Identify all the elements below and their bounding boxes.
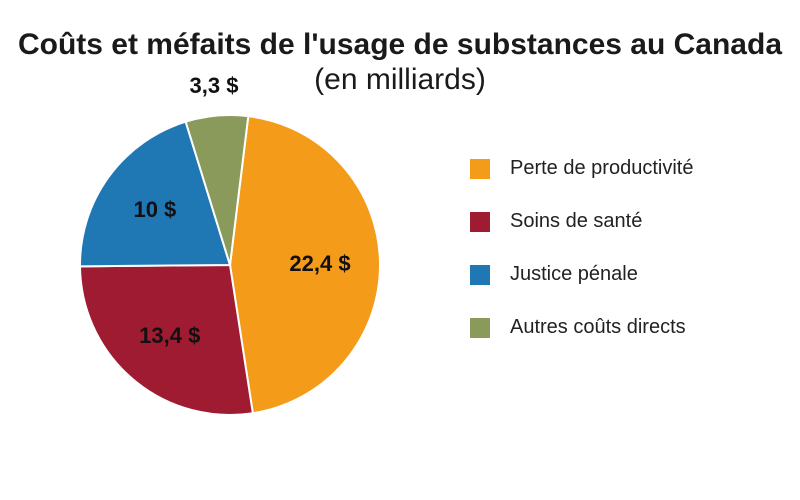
legend-label-justice: Justice pénale: [510, 263, 638, 286]
pie-chart: 22,4 $ 13,4 $ 10 $ 3,3 $: [80, 115, 380, 415]
slice-label-health: 13,4 $: [139, 323, 200, 349]
legend-item-justice: Justice pénale: [470, 263, 693, 286]
slice-label-productivity: 22,4 $: [289, 251, 350, 277]
chart-title-block: Coûts et méfaits de l'usage de substance…: [0, 0, 800, 97]
chart-subtitle: (en milliards): [0, 63, 800, 98]
legend-swatch-justice: [470, 265, 490, 285]
legend-swatch-other: [470, 318, 490, 338]
legend-item-productivity: Perte de productivité: [470, 157, 693, 180]
legend-label-productivity: Perte de productivité: [510, 157, 693, 180]
chart-title: Coûts et méfaits de l'usage de substance…: [0, 28, 800, 63]
legend-label-health: Soins de santé: [510, 210, 642, 233]
legend-swatch-productivity: [470, 159, 490, 179]
legend: Perte de productivité Soins de santé Jus…: [470, 157, 693, 369]
slice-label-justice: 10 $: [133, 197, 176, 223]
legend-item-health: Soins de santé: [470, 210, 693, 233]
legend-item-other: Autres coûts directs: [470, 316, 693, 339]
legend-swatch-health: [470, 212, 490, 232]
legend-label-other: Autres coûts directs: [510, 316, 686, 339]
slice-label-other: 3,3 $: [190, 73, 239, 99]
